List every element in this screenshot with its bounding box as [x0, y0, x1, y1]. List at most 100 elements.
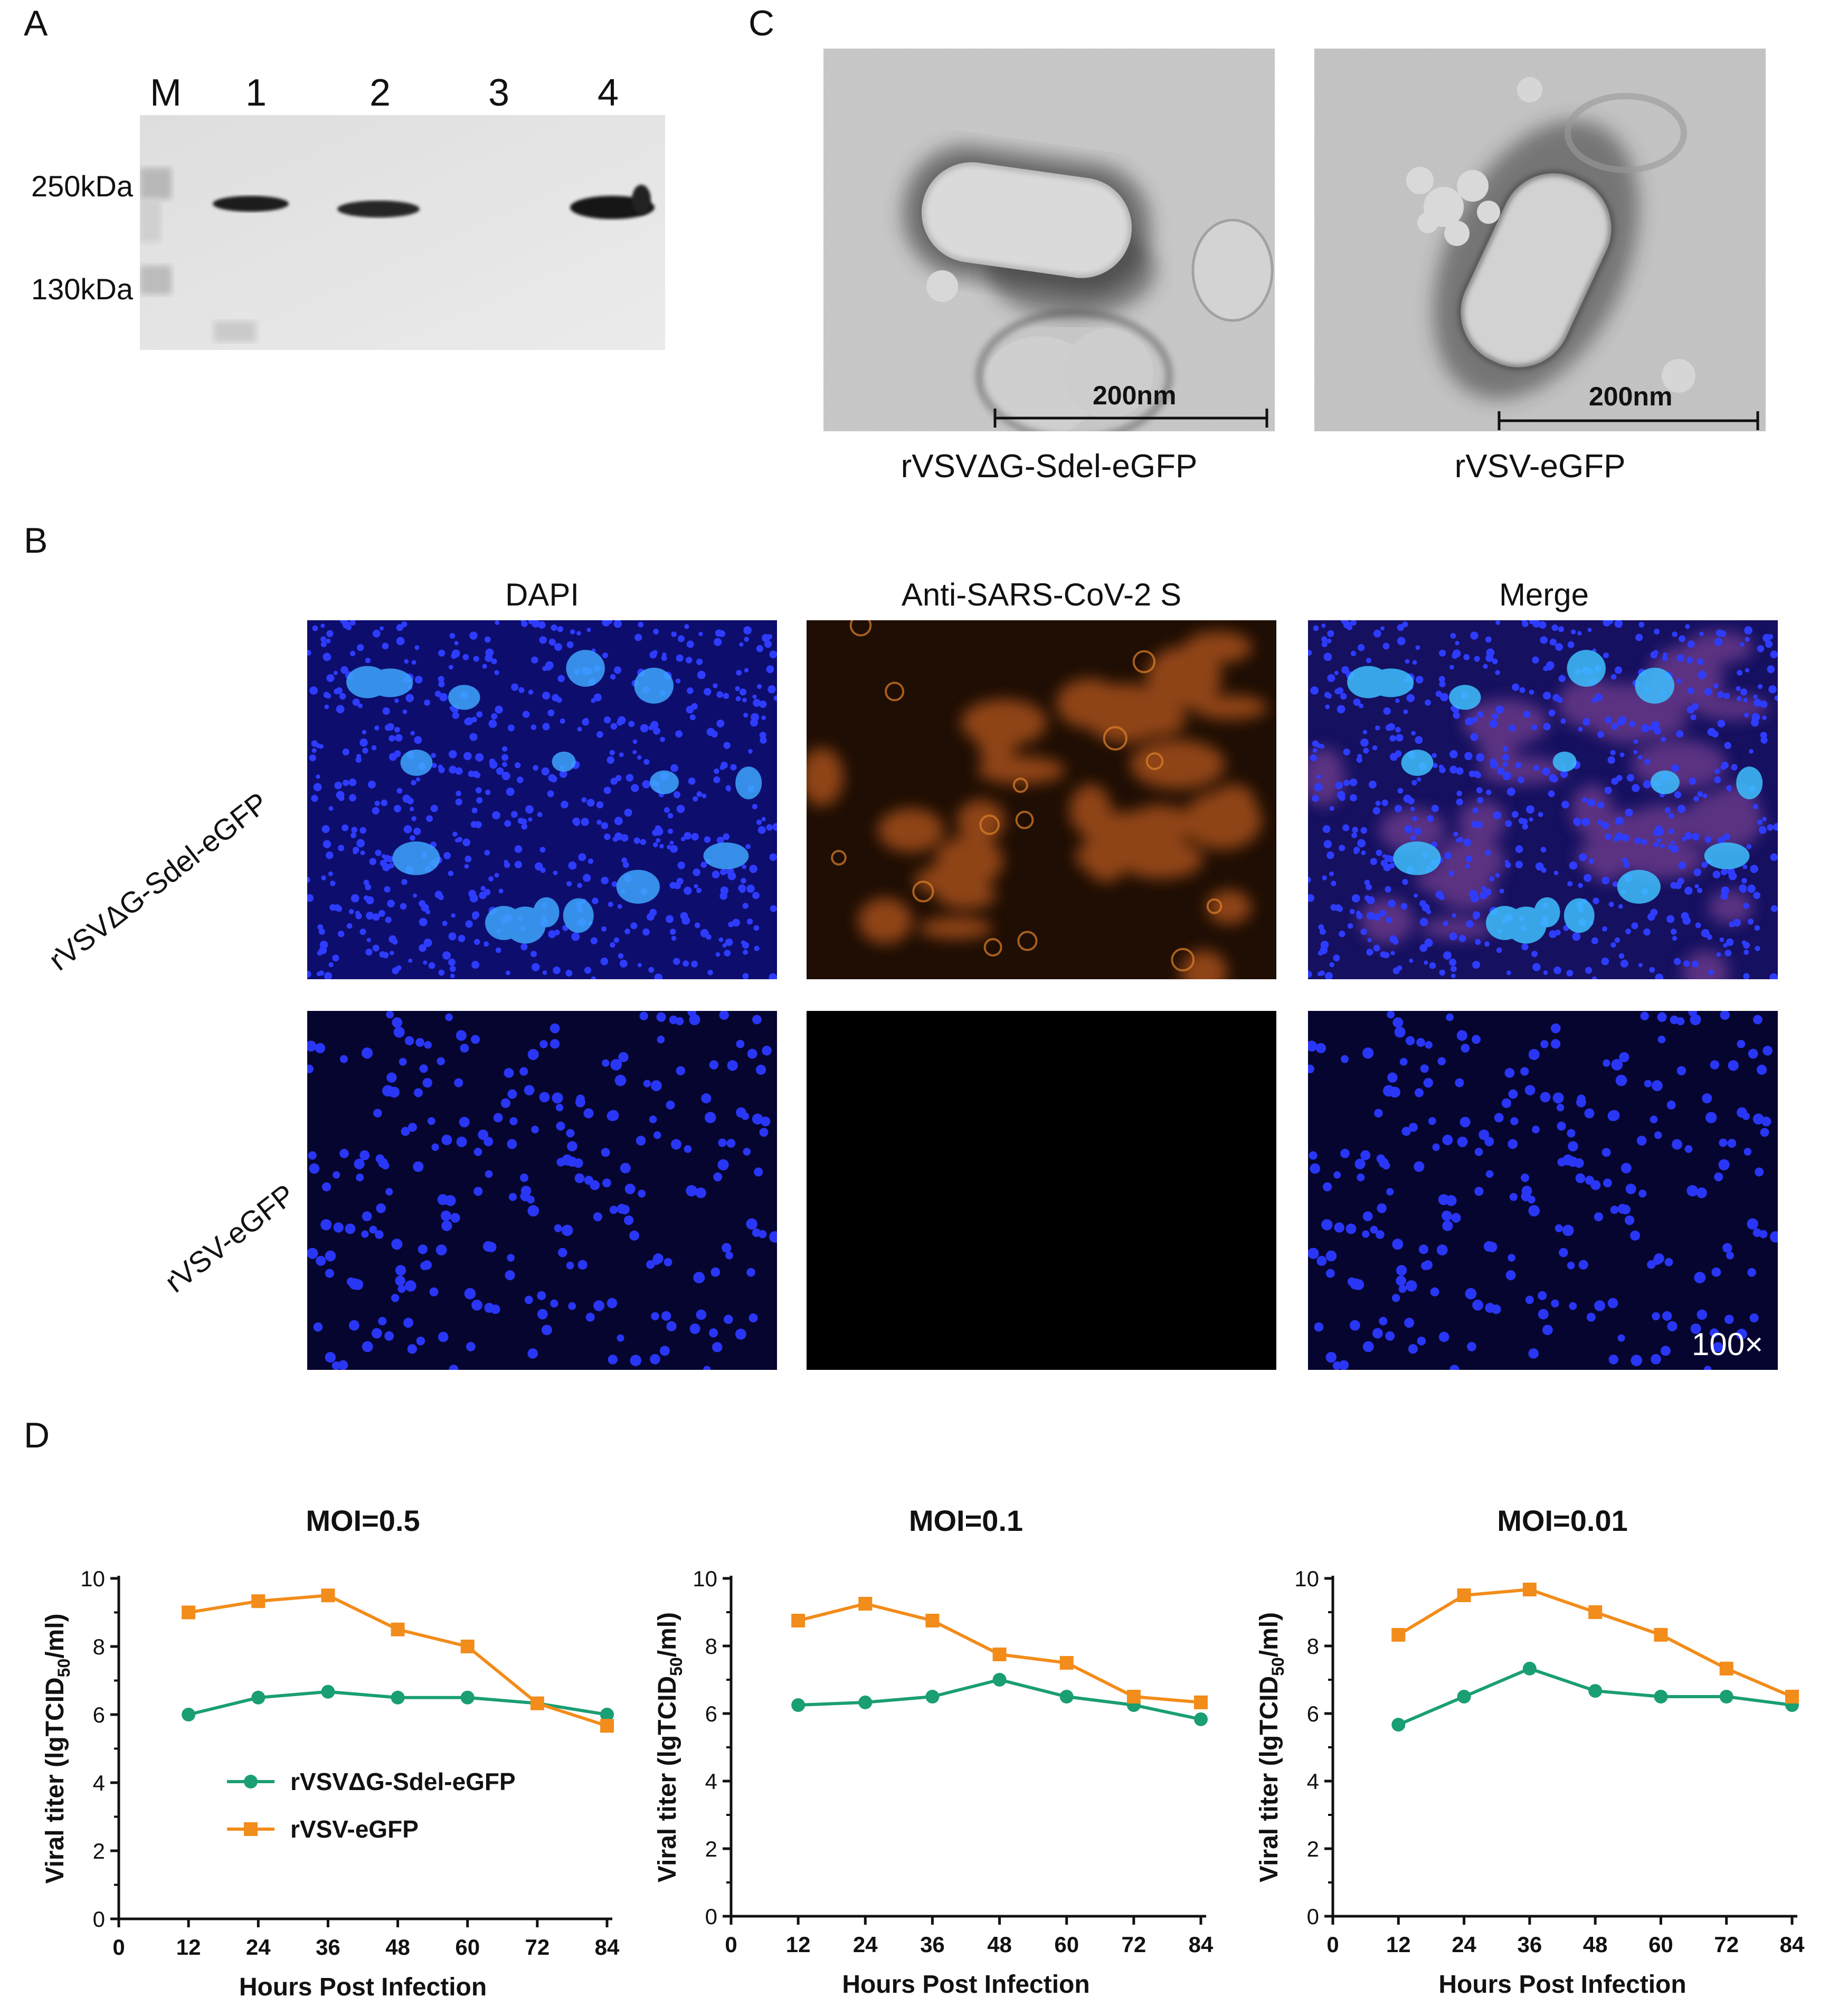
data-point: [1457, 1690, 1471, 1703]
chart-title: MOI=0.5: [306, 1504, 420, 1537]
y-tick-label: 6: [93, 1702, 105, 1727]
x-tick-label: 60: [455, 1935, 480, 1960]
data-point: [1654, 1690, 1668, 1703]
em-caption-vsv: rVSV-eGFP: [1454, 448, 1626, 485]
row-label-sdel: rVSVΔG-Sdel-eGFP: [42, 785, 274, 977]
data-point: [1059, 1656, 1074, 1670]
x-tick-label: 48: [987, 1932, 1012, 1957]
x-tick-label: 12: [1386, 1932, 1411, 1957]
lane-label-4: 4: [597, 72, 619, 114]
data-point: [1194, 1712, 1208, 1726]
data-point: [182, 1708, 196, 1721]
y-tick-label: 0: [1307, 1904, 1319, 1929]
data-point: [391, 1622, 405, 1636]
em-image-sdel: [823, 49, 1275, 443]
column-title-dapi: DAPI: [505, 577, 580, 612]
em-scale-label-2: 200nm: [1589, 382, 1673, 411]
data-point: [1522, 1583, 1537, 1597]
y-tick-label: 8: [705, 1634, 717, 1659]
y-tick-label: 10: [693, 1566, 717, 1591]
data-point: [1588, 1605, 1603, 1619]
x-tick-label: 72: [1714, 1932, 1739, 1957]
y-tick-label: 0: [93, 1907, 105, 1932]
y-tick-label: 8: [1307, 1634, 1319, 1659]
magnification-label: 100×: [1692, 1327, 1764, 1362]
if-image-spike-sdel: [807, 620, 1276, 979]
data-point: [992, 1673, 1007, 1687]
series-line-vsv: [188, 1594, 608, 1728]
if-image-merge-vsv: [1308, 1011, 1778, 1370]
y-axis-label: Viral titer (lgTCID50/ml): [653, 1612, 686, 1882]
x-tick-label: 72: [1121, 1932, 1146, 1957]
x-tick-label: 24: [1452, 1932, 1476, 1957]
legend-marker: [244, 1822, 258, 1836]
data-point: [321, 1684, 335, 1699]
y-tick-label: 4: [1307, 1769, 1319, 1794]
legend-label: rVSV-eGFP: [290, 1815, 419, 1843]
x-tick-label: 24: [853, 1932, 878, 1957]
chart-title: MOI=0.01: [1497, 1504, 1627, 1537]
data-point: [530, 1696, 544, 1710]
if-image-dapi-vsv: [307, 1011, 777, 1370]
x-tick-label: 24: [246, 1935, 271, 1960]
x-tick-label: 0: [1326, 1932, 1339, 1957]
lane-label-m: M: [150, 72, 182, 114]
row-label-vsv: rVSV-eGFP: [158, 1177, 301, 1299]
data-point: [1522, 1661, 1537, 1676]
y-tick-label: 6: [1307, 1701, 1319, 1726]
y-tick-label: 10: [80, 1566, 105, 1591]
x-tick-label: 36: [316, 1935, 340, 1960]
data-point: [600, 1719, 614, 1733]
x-tick-label: 72: [525, 1935, 549, 1960]
data-point: [992, 1648, 1007, 1661]
panel-b-letter: B: [24, 520, 48, 561]
y-tick-label: 2: [705, 1837, 717, 1861]
column-title-anti-s: Anti-SARS-CoV-2 S: [901, 577, 1182, 612]
growth-chart-moi-0-01: MOI=0.01 0 2 4 6 8 10 0 12 24 36 48 60 72 84 Hours Post…: [1235, 1478, 1826, 2011]
panel-c-letter: C: [748, 3, 775, 43]
chart-title: MOI=0.1: [909, 1504, 1023, 1537]
data-point: [182, 1605, 196, 1620]
lane-label-1: 1: [245, 72, 267, 114]
x-tick-label: 36: [1517, 1932, 1542, 1957]
y-tick-label: 4: [705, 1769, 717, 1794]
y-tick-label: 8: [93, 1634, 105, 1659]
x-tick-label: 84: [1189, 1932, 1214, 1957]
western-blot-image: [140, 115, 665, 350]
x-axis-label: Hours Post Infection: [842, 1971, 1089, 1999]
data-point: [251, 1594, 266, 1608]
data-point: [1391, 1718, 1406, 1732]
data-point: [460, 1690, 475, 1705]
data-point: [1059, 1690, 1074, 1703]
x-tick-label: 48: [1583, 1932, 1608, 1957]
data-point: [1785, 1690, 1799, 1703]
y-tick-label: 6: [705, 1701, 717, 1726]
y-axis-label: Viral titer (lgTCID50/ml): [1255, 1612, 1287, 1882]
growth-chart-moi-0-1: MOI=0.1 0 2 4 6 8 10 0 12 24 36 48 60 72 84 Hours Post …: [633, 1478, 1235, 2011]
data-point: [321, 1588, 335, 1603]
y-tick-label: 4: [93, 1771, 105, 1795]
y-tick-label: 2: [1307, 1837, 1319, 1861]
data-point: [1457, 1588, 1471, 1602]
if-image-dapi-sdel: [307, 620, 777, 979]
lane-label-2: 2: [369, 72, 391, 114]
x-tick-label: 0: [112, 1935, 125, 1960]
x-tick-label: 48: [385, 1935, 410, 1960]
lane-label-3: 3: [488, 72, 510, 114]
x-tick-label: 12: [786, 1932, 811, 1957]
em-caption-sdel: rVSVΔG-Sdel-eGFP: [901, 448, 1198, 485]
data-point: [1194, 1695, 1208, 1709]
y-tick-label: 2: [93, 1839, 105, 1863]
x-axis-label: Hours Post Infection: [1438, 1971, 1686, 1999]
data-point: [791, 1698, 805, 1712]
data-point: [925, 1614, 940, 1627]
data-point: [1391, 1627, 1406, 1642]
data-point: [858, 1695, 873, 1709]
x-tick-label: 36: [920, 1932, 945, 1957]
em-image-vsv: [1314, 49, 1766, 431]
x-tick-label: 84: [1780, 1932, 1805, 1957]
y-tick-label: 10: [1294, 1566, 1319, 1591]
column-title-merge: Merge: [1499, 577, 1589, 612]
data-point: [460, 1640, 475, 1653]
x-tick-label: 60: [1648, 1932, 1673, 1957]
